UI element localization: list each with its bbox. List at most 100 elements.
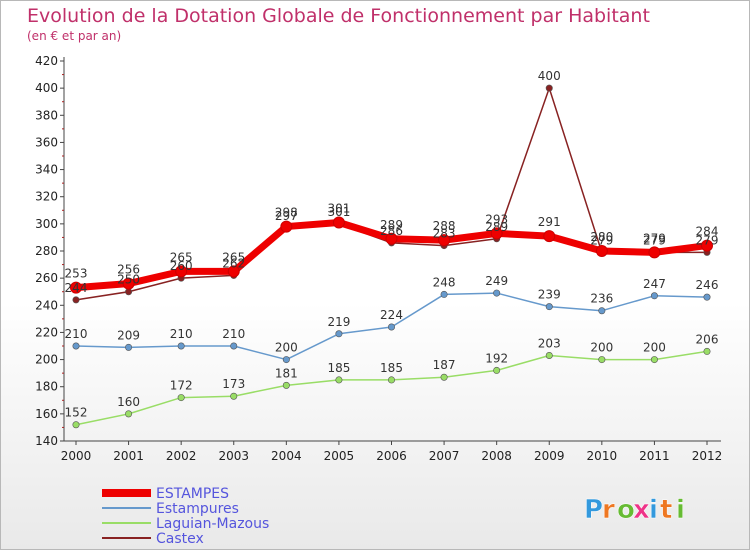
data-label-castex: 279 [643, 233, 666, 247]
data-point-estampures [440, 290, 448, 298]
data-label-castex: 289 [485, 220, 508, 234]
data-point-laguian-mazous [493, 366, 501, 374]
data-point-estampes [280, 220, 293, 233]
data-point-estampures [177, 342, 185, 350]
data-point-estampes [648, 246, 661, 259]
data-point-estampures [387, 323, 395, 331]
x-tick-label: 2011 [639, 449, 670, 463]
data-point-estampures [282, 356, 290, 364]
data-point-estampes [490, 227, 503, 240]
x-tick-label: 2010 [587, 449, 618, 463]
chart-axes: 140 160 180 200 220 240 260 280 300 320 340 360 380 4… [35, 54, 722, 463]
data-label-laguian-mazous: 181 [275, 366, 298, 380]
data-point-laguian-mazous [545, 351, 553, 359]
data-label-estampures: 247 [643, 277, 666, 291]
data-label-estampes: 280 [590, 230, 613, 244]
data-label-laguian-mazous: 200 [643, 341, 666, 355]
data-point-estampes [175, 265, 188, 278]
data-label-estampures: 210 [65, 327, 88, 341]
data-point-estampes [595, 245, 608, 257]
x-tick-label: 2012 [692, 449, 723, 463]
y-tick-label: 160 [35, 407, 58, 421]
data-label-estampes: 291 [538, 215, 561, 229]
x-tick-label: 2003 [218, 449, 249, 463]
x-tick-label: 2002 [166, 449, 197, 463]
data-label-estampures: 210 [170, 327, 193, 341]
y-tick-label: 260 [35, 271, 58, 285]
y-tick-label: 240 [35, 298, 58, 312]
legend-label-castex: Castex [156, 531, 204, 547]
data-point-laguian-mazous [335, 376, 343, 384]
data-label-estampures: 200 [275, 341, 298, 355]
x-tick-label: 2009 [534, 449, 565, 463]
data-label-estampures: 209 [117, 328, 140, 342]
data-label-estampes: 265 [222, 250, 245, 264]
data-point-laguian-mazous [282, 381, 290, 389]
data-label-laguian-mazous: 192 [485, 351, 508, 365]
data-label-estampes: 279 [643, 231, 666, 245]
data-label-castex: 301 [327, 205, 350, 219]
data-point-laguian-mazous [703, 347, 711, 355]
logo-letter: t [660, 495, 672, 525]
data-label-estampes: 284 [696, 225, 719, 239]
data-label-estampures: 239 [538, 288, 561, 302]
y-tick-label: 320 [35, 190, 58, 204]
data-label-estampures: 210 [222, 327, 245, 341]
data-point-estampures [125, 343, 133, 351]
x-tick-label: 2004 [271, 449, 302, 463]
logo-letter: x [633, 495, 650, 525]
data-label-castex: 297 [275, 209, 298, 223]
data-labels-layer: 152 160 172 173 181 185 185 187 192 203 200 200 206 2… [65, 69, 719, 420]
y-tick-label: 220 [35, 325, 58, 339]
data-point-estampures [335, 330, 343, 338]
logo-letter: i [676, 495, 685, 525]
data-point-estampes [385, 232, 398, 245]
data-point-laguian-mazous [650, 356, 658, 364]
y-tick-label: 180 [35, 380, 58, 394]
x-tick-label: 2006 [376, 449, 407, 463]
data-label-estampes: 301 [327, 202, 350, 216]
data-point-castex [545, 84, 553, 92]
data-label-castex: 279 [696, 233, 719, 247]
y-tick-label: 380 [35, 108, 58, 122]
proxiti-logo: Pr ox i t i [584, 495, 685, 526]
data-point-laguian-mazous [177, 394, 185, 402]
y-tick-label: 420 [35, 54, 58, 68]
data-label-laguian-mazous: 203 [538, 337, 561, 351]
data-label-estampes: 253 [65, 267, 88, 281]
data-label-castex: 260 [170, 259, 193, 273]
data-point-laguian-mazous [598, 356, 606, 364]
data-point-laguian-mazous [440, 373, 448, 381]
data-point-estampes [227, 265, 240, 278]
data-label-laguian-mazous: 185 [380, 361, 403, 375]
y-tick-label: 400 [35, 81, 58, 95]
data-point-estampes [332, 216, 345, 229]
data-point-estampes [543, 230, 556, 243]
data-label-estampes: 289 [380, 218, 403, 232]
data-label-estampes: 293 [485, 212, 508, 226]
x-tick-label: 2001 [113, 449, 144, 463]
logo-letter: o [617, 495, 635, 525]
data-point-estampes [70, 281, 82, 294]
data-point-estampes [438, 234, 451, 247]
series-layer [70, 84, 713, 429]
data-label-estampures: 246 [696, 278, 719, 292]
legend-label-laguian-mazous: Laguian-Mazous [156, 516, 269, 532]
data-label-estampes: 288 [433, 219, 456, 233]
data-point-estampures [230, 342, 238, 350]
data-label-castex: 262 [222, 256, 245, 270]
data-point-laguian-mazous [72, 421, 80, 429]
data-label-laguian-mazous: 200 [590, 341, 613, 355]
x-tick-label: 2005 [324, 449, 355, 463]
data-point-estampures [703, 293, 711, 301]
y-tick-label: 140 [35, 434, 58, 448]
data-point-estampes [122, 277, 135, 290]
chart-subtitle: (en € et par an) [27, 29, 122, 43]
data-point-estampes [701, 239, 713, 252]
data-label-laguian-mazous: 172 [170, 379, 193, 393]
data-point-laguian-mazous [387, 376, 395, 384]
data-label-estampures: 249 [485, 274, 508, 288]
data-label-estampures: 224 [380, 308, 403, 322]
data-label-estampures: 236 [590, 292, 613, 306]
